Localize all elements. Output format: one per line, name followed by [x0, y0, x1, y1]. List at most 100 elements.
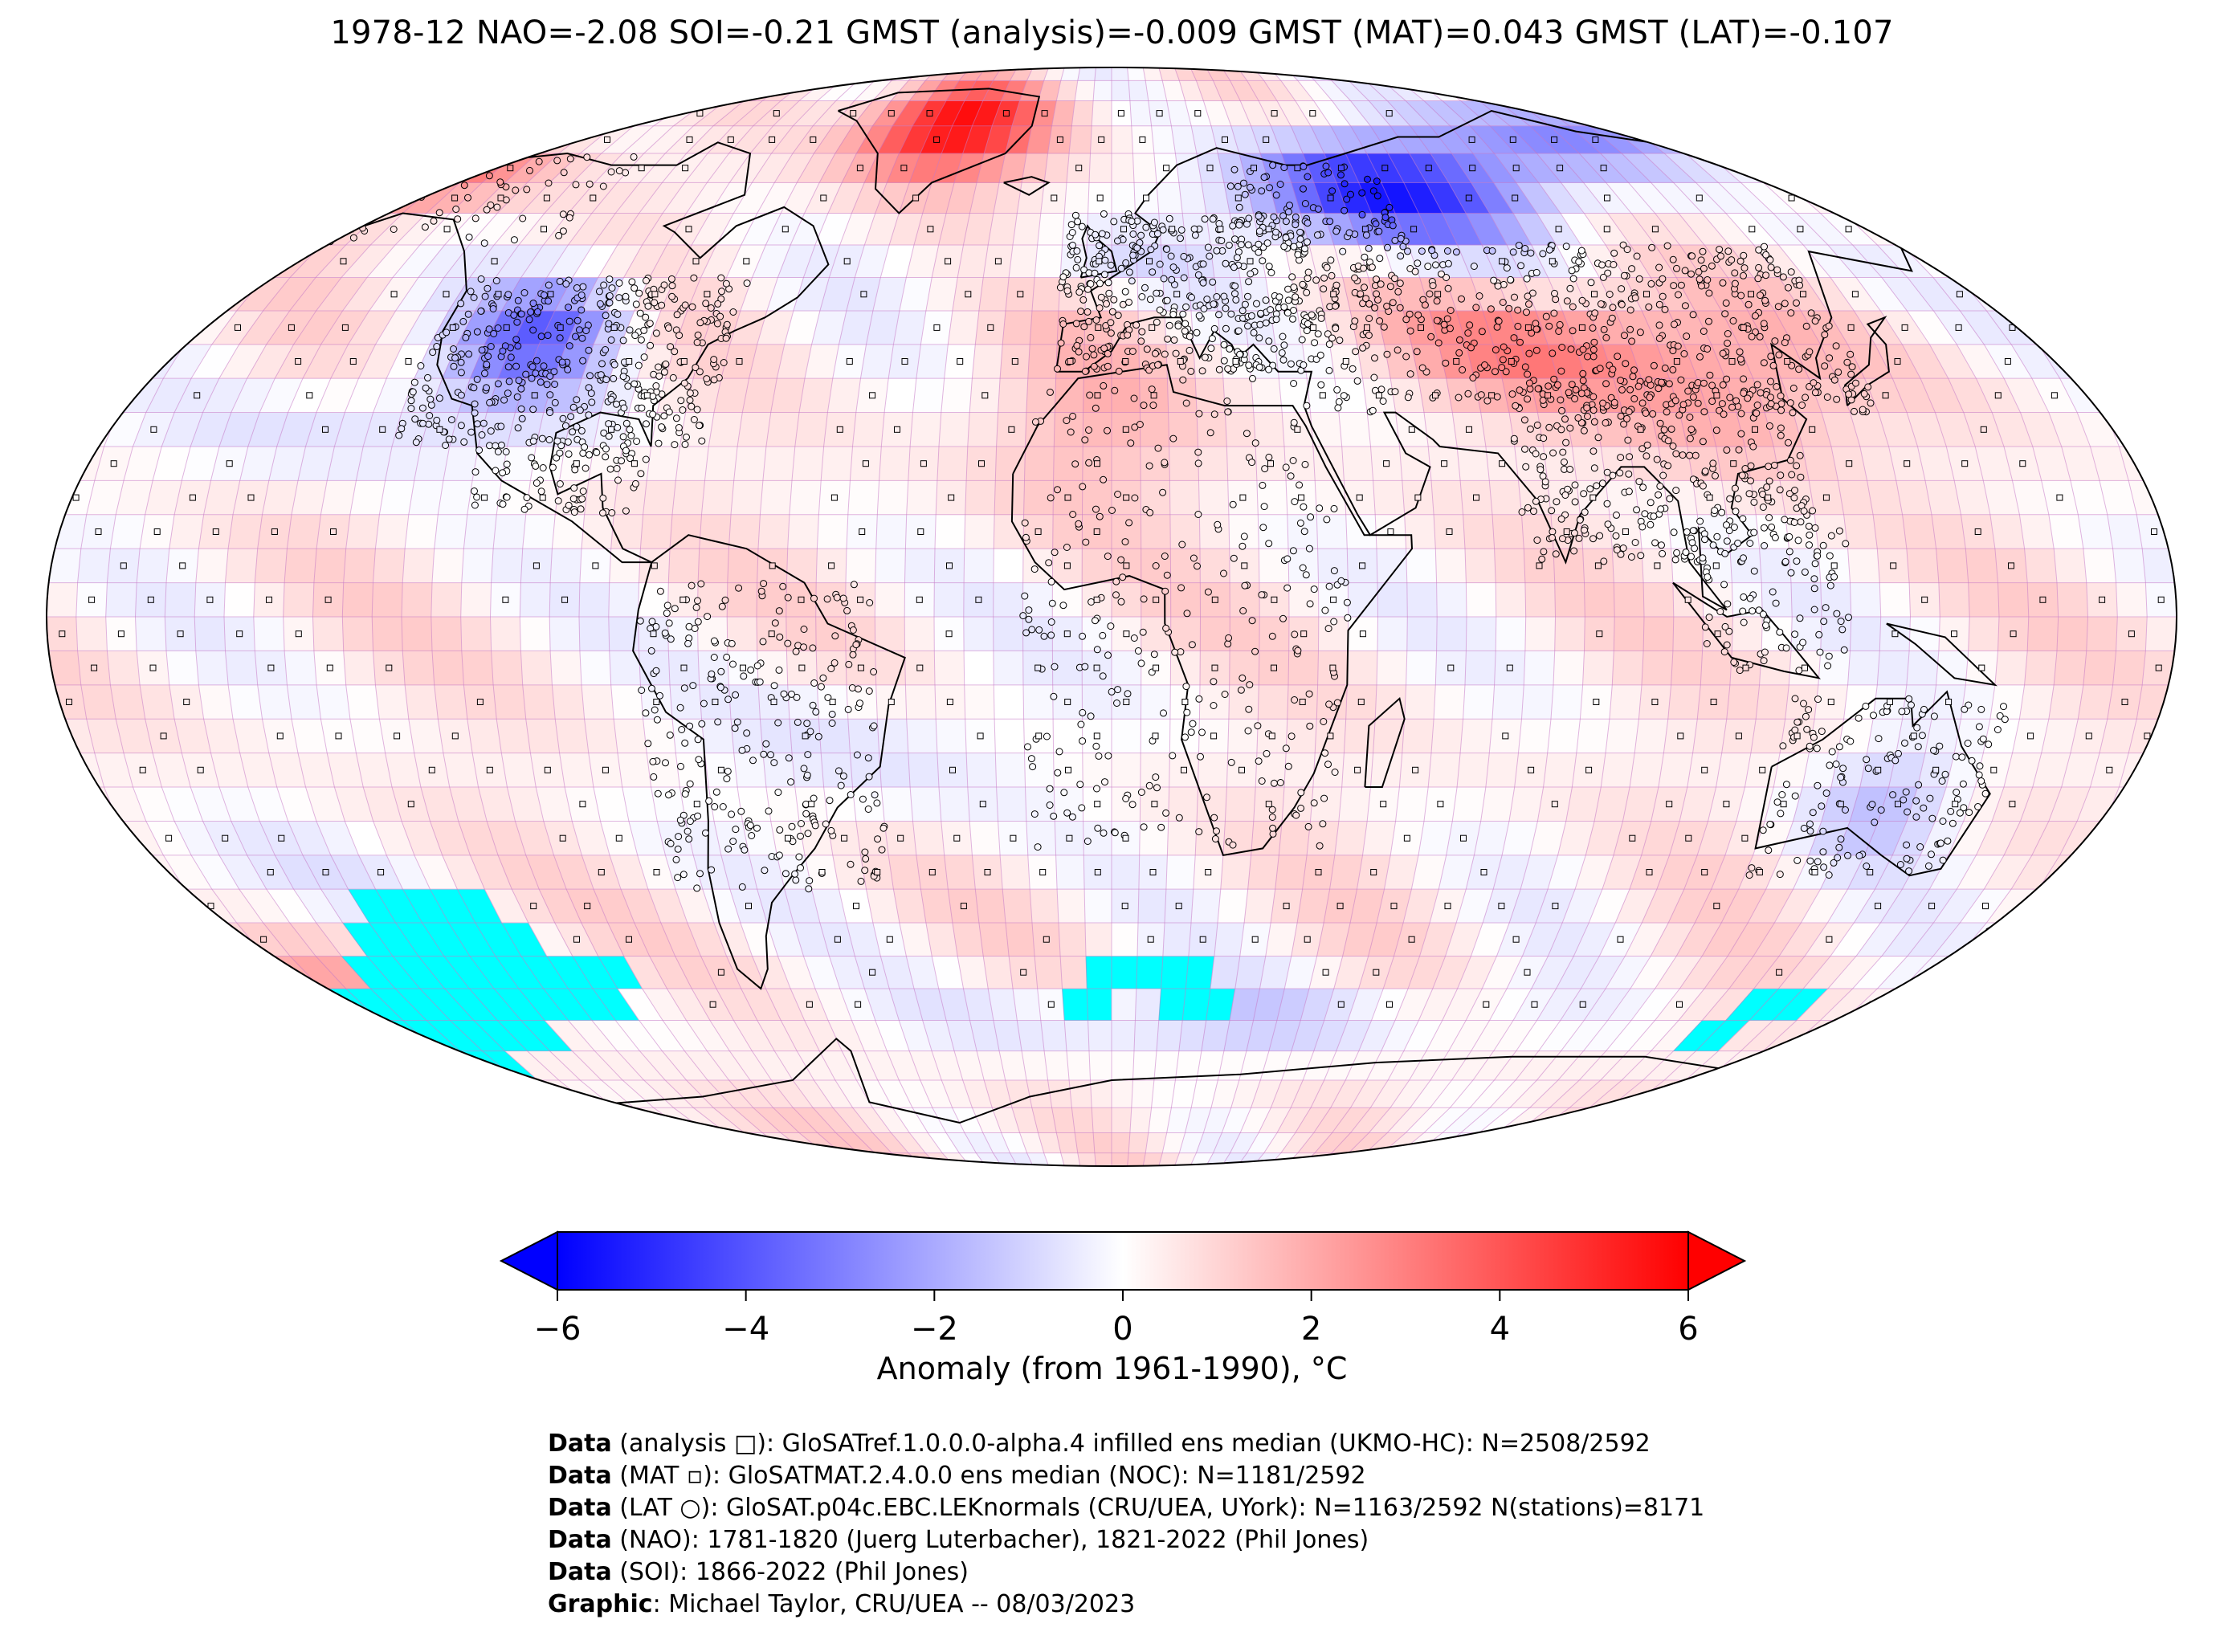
land-station-marker	[1724, 330, 1732, 337]
anomaly-cell	[2010, 277, 2067, 312]
land-station-marker	[1244, 727, 1252, 735]
anomaly-cell	[1950, 244, 2011, 278]
land-station-marker	[1583, 404, 1591, 412]
land-station-marker	[1514, 322, 1522, 330]
land-station-marker	[1188, 641, 1196, 649]
land-station-marker	[301, 237, 309, 245]
land-station-marker	[1092, 404, 1100, 412]
land-station-marker	[1492, 346, 1500, 354]
land-station-marker	[1675, 411, 1683, 419]
anomaly-cell	[791, 446, 824, 481]
land-station-marker	[558, 358, 566, 366]
land-station-marker	[1728, 256, 1736, 264]
land-station-marker	[1664, 462, 1672, 470]
anomaly-cell	[633, 80, 690, 101]
land-station-marker	[1021, 592, 1029, 600]
anomaly-cell	[1464, 651, 1496, 686]
land-station-marker	[1696, 275, 1704, 283]
land-station-marker	[1099, 631, 1107, 639]
anomaly-cell	[1642, 616, 1675, 651]
land-station-marker	[870, 668, 878, 675]
anomaly-cell	[1485, 753, 1519, 788]
land-station-marker	[1054, 486, 1061, 494]
land-station-marker	[1337, 577, 1345, 585]
anomaly-cell	[994, 480, 1025, 516]
land-station-marker	[652, 667, 660, 675]
anomaly-cell	[2053, 548, 2087, 583]
land-station-marker	[1100, 210, 1108, 218]
land-station-marker	[1767, 377, 1774, 385]
land-station-marker	[640, 326, 648, 334]
land-station-marker	[1533, 421, 1541, 429]
anomaly-cell	[1554, 616, 1585, 651]
land-station-marker	[1134, 647, 1142, 655]
land-station-marker	[1194, 562, 1201, 570]
land-station-marker	[1530, 508, 1537, 516]
land-station-marker	[1429, 282, 1437, 290]
anomaly-cell	[935, 718, 967, 753]
land-station-marker	[1290, 283, 1298, 292]
land-station-marker	[1195, 828, 1203, 836]
anomaly-cell	[1378, 67, 1418, 81]
anomaly-cell	[1374, 684, 1406, 720]
land-station-marker	[843, 606, 851, 614]
anomaly-cell	[1059, 956, 1088, 989]
land-station-marker	[1333, 385, 1341, 394]
anomaly-cell	[1111, 125, 1133, 154]
land-station-marker	[540, 362, 548, 370]
land-station-marker	[648, 618, 656, 626]
land-station-marker	[424, 373, 431, 381]
land-station-marker	[1671, 397, 1679, 405]
land-station-marker	[748, 832, 756, 839]
land-station-marker	[1034, 843, 1042, 851]
anomaly-cell	[1169, 446, 1199, 481]
land-station-marker	[662, 759, 669, 767]
anomaly-cell	[733, 446, 767, 481]
land-station-marker	[770, 759, 778, 767]
land-station-marker	[512, 186, 520, 194]
anomaly-cell	[246, 213, 309, 246]
land-station-marker	[1265, 263, 1273, 271]
anomaly-cell	[765, 786, 800, 822]
land-station-marker	[430, 217, 438, 225]
anomaly-cell	[1636, 80, 1700, 101]
land-station-marker	[1096, 279, 1104, 288]
land-station-marker	[1672, 450, 1680, 458]
anomaly-cell	[876, 480, 909, 516]
land-station-marker	[417, 362, 425, 369]
land-station-marker	[1672, 487, 1680, 495]
land-station-marker	[791, 870, 799, 878]
land-station-marker	[1723, 375, 1731, 383]
land-station-marker	[1059, 273, 1067, 281]
land-station-marker	[1591, 309, 1599, 317]
anomaly-cell	[156, 277, 214, 312]
land-station-marker	[1559, 535, 1566, 543]
land-station-marker	[1163, 245, 1171, 253]
land-station-marker	[1825, 322, 1833, 330]
land-station-marker	[1085, 317, 1093, 325]
land-station-marker	[1073, 341, 1081, 349]
land-station-marker	[1577, 390, 1585, 398]
land-station-marker	[690, 416, 698, 423]
anomaly-cell	[757, 514, 790, 549]
land-station-marker	[1549, 349, 1557, 357]
land-station-marker	[1114, 491, 1122, 498]
land-station-marker	[1669, 443, 1677, 450]
land-station-marker	[800, 765, 808, 773]
land-station-marker	[1656, 482, 1664, 490]
anomaly-cell	[1543, 753, 1577, 788]
land-station-marker	[785, 754, 793, 762]
land-station-marker	[595, 288, 603, 296]
land-station-marker	[637, 336, 645, 344]
land-station-marker	[410, 378, 418, 386]
land-station-marker	[1060, 789, 1068, 797]
land-station-marker	[1104, 349, 1112, 357]
anomaly-cell	[1582, 651, 1614, 686]
land-station-marker	[1596, 532, 1604, 540]
anomaly-cell	[1034, 244, 1063, 278]
land-station-marker	[1152, 349, 1159, 357]
land-station-marker	[1370, 373, 1378, 381]
anomaly-cell	[1052, 514, 1083, 549]
land-station-marker	[1616, 469, 1624, 477]
land-station-marker	[1104, 752, 1112, 760]
